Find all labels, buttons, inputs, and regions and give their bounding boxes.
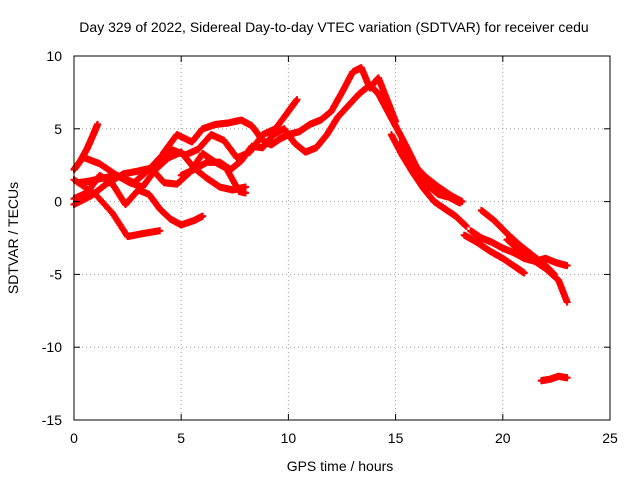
x-tick-label: 5 [177,430,185,446]
data-point [458,198,466,206]
series-track-10 [387,131,470,230]
y-tick-label: 5 [54,121,62,137]
data-point [563,298,571,306]
series-track-11 [396,139,466,206]
series-track-1 [70,120,102,174]
y-tick-label: 10 [46,48,62,64]
x-axis-label: GPS time / hours [287,458,394,474]
y-axis-label: SDTVAR / TECUs [5,182,21,294]
series-track-13 [460,231,528,277]
x-tick-label: 20 [495,430,511,446]
y-tick-label: -15 [42,412,62,428]
data-point [520,269,528,277]
series-track-16 [537,372,571,385]
data-point [199,212,207,220]
data-point [563,262,571,270]
plot-frame [73,55,611,421]
series-track-8 [177,81,400,179]
x-tick-label: 0 [70,430,78,446]
chart-title: Day 329 of 2022, Sidereal Day-to-day VTE… [79,19,588,35]
data-layer [70,64,571,385]
series-track-15 [503,235,571,306]
data-point [94,120,102,128]
x-tick-label: 15 [388,430,404,446]
axes: 0 5 10 15 20 25 -15 -10 -5 0 5 10 [42,48,618,446]
data-point [242,183,250,191]
x-tick-label: 25 [602,430,618,446]
x-tick-label: 10 [281,430,297,446]
data-point [293,96,301,104]
data-point [563,374,571,382]
y-tick-label: 0 [54,194,62,210]
y-tick-label: -10 [42,339,62,355]
y-tick-label: -5 [50,266,63,282]
data-point [462,222,470,230]
data-point [156,227,164,235]
